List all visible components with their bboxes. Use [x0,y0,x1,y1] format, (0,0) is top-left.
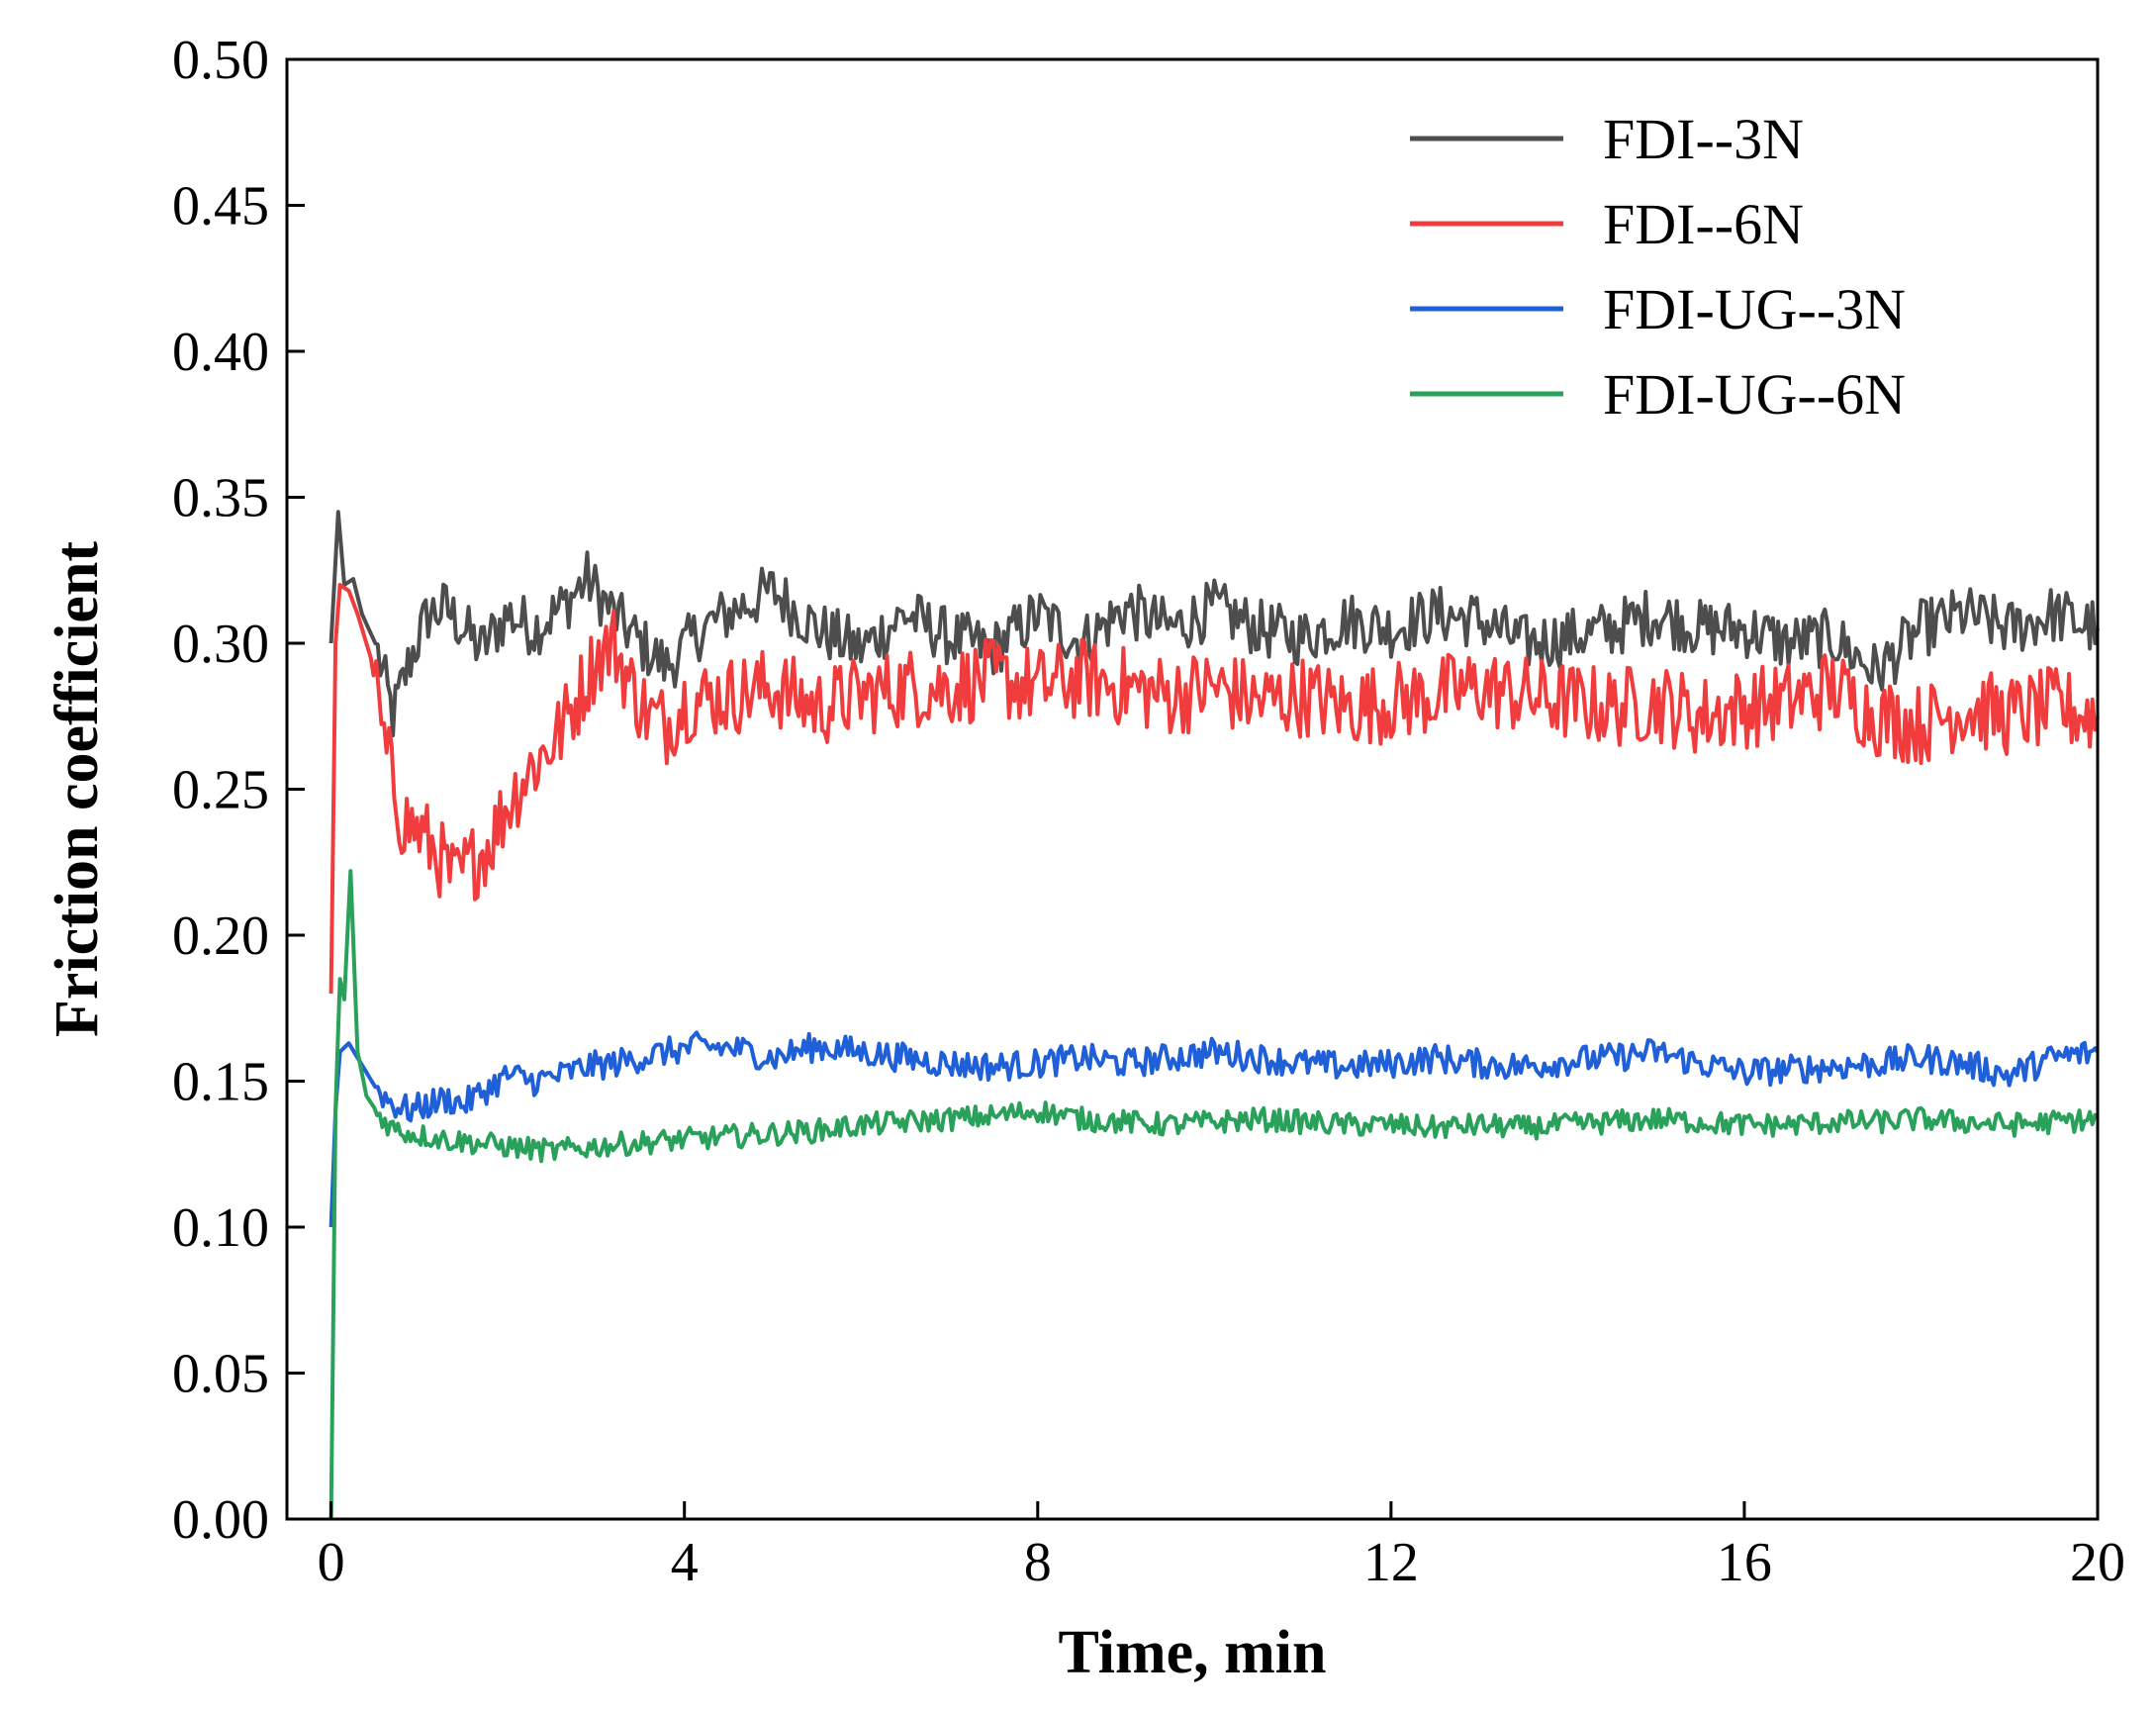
y-tick-label: 0.35 [172,468,269,529]
y-tick-label: 0.45 [172,176,269,238]
x-tick-label: 4 [671,1532,699,1593]
legend: FDI--3N FDI--6N FDI-UG--3N FDI-UG--6N [1410,107,1906,427]
y-tick-label: 0.05 [172,1344,269,1405]
y-tick-label: 0.30 [172,614,269,675]
y-axis-title: Friction coefficient [44,541,111,1037]
y-tick-label: 0.25 [172,760,269,821]
series-line-2 [328,583,2100,995]
series-line-3 [328,1030,2100,1228]
y-tick-label: 0.20 [172,905,269,967]
x-tick-label: 20 [2070,1532,2125,1593]
y-tick-label: 0.00 [172,1489,269,1551]
series-line-4 [328,869,2100,1520]
x-tick-label: 8 [1024,1532,1052,1593]
series-layer [328,510,2100,1520]
x-tick-label: 12 [1363,1532,1419,1593]
series-line-1 [328,510,2100,738]
legend-label-3: FDI-UG--3N [1603,277,1906,341]
y-tick-label: 0.50 [172,30,269,91]
x-tick-label: 16 [1717,1532,1772,1593]
x-axis-title: Time, min [1059,1619,1327,1686]
legend-label-2: FDI--6N [1603,192,1804,256]
legend-label-4: FDI-UG--6N [1603,362,1906,427]
x-tick-label: 0 [318,1532,345,1593]
y-tick-label: 0.10 [172,1197,269,1259]
y-tick-label: 0.15 [172,1052,269,1113]
ticks-layer: 0.00 0.05 0.10 0.15 0.20 0.25 0.30 0.35 0.40 0.45… [172,30,2125,1593]
legend-label-1: FDI--3N [1603,107,1804,171]
y-tick-label: 0.40 [172,322,269,383]
